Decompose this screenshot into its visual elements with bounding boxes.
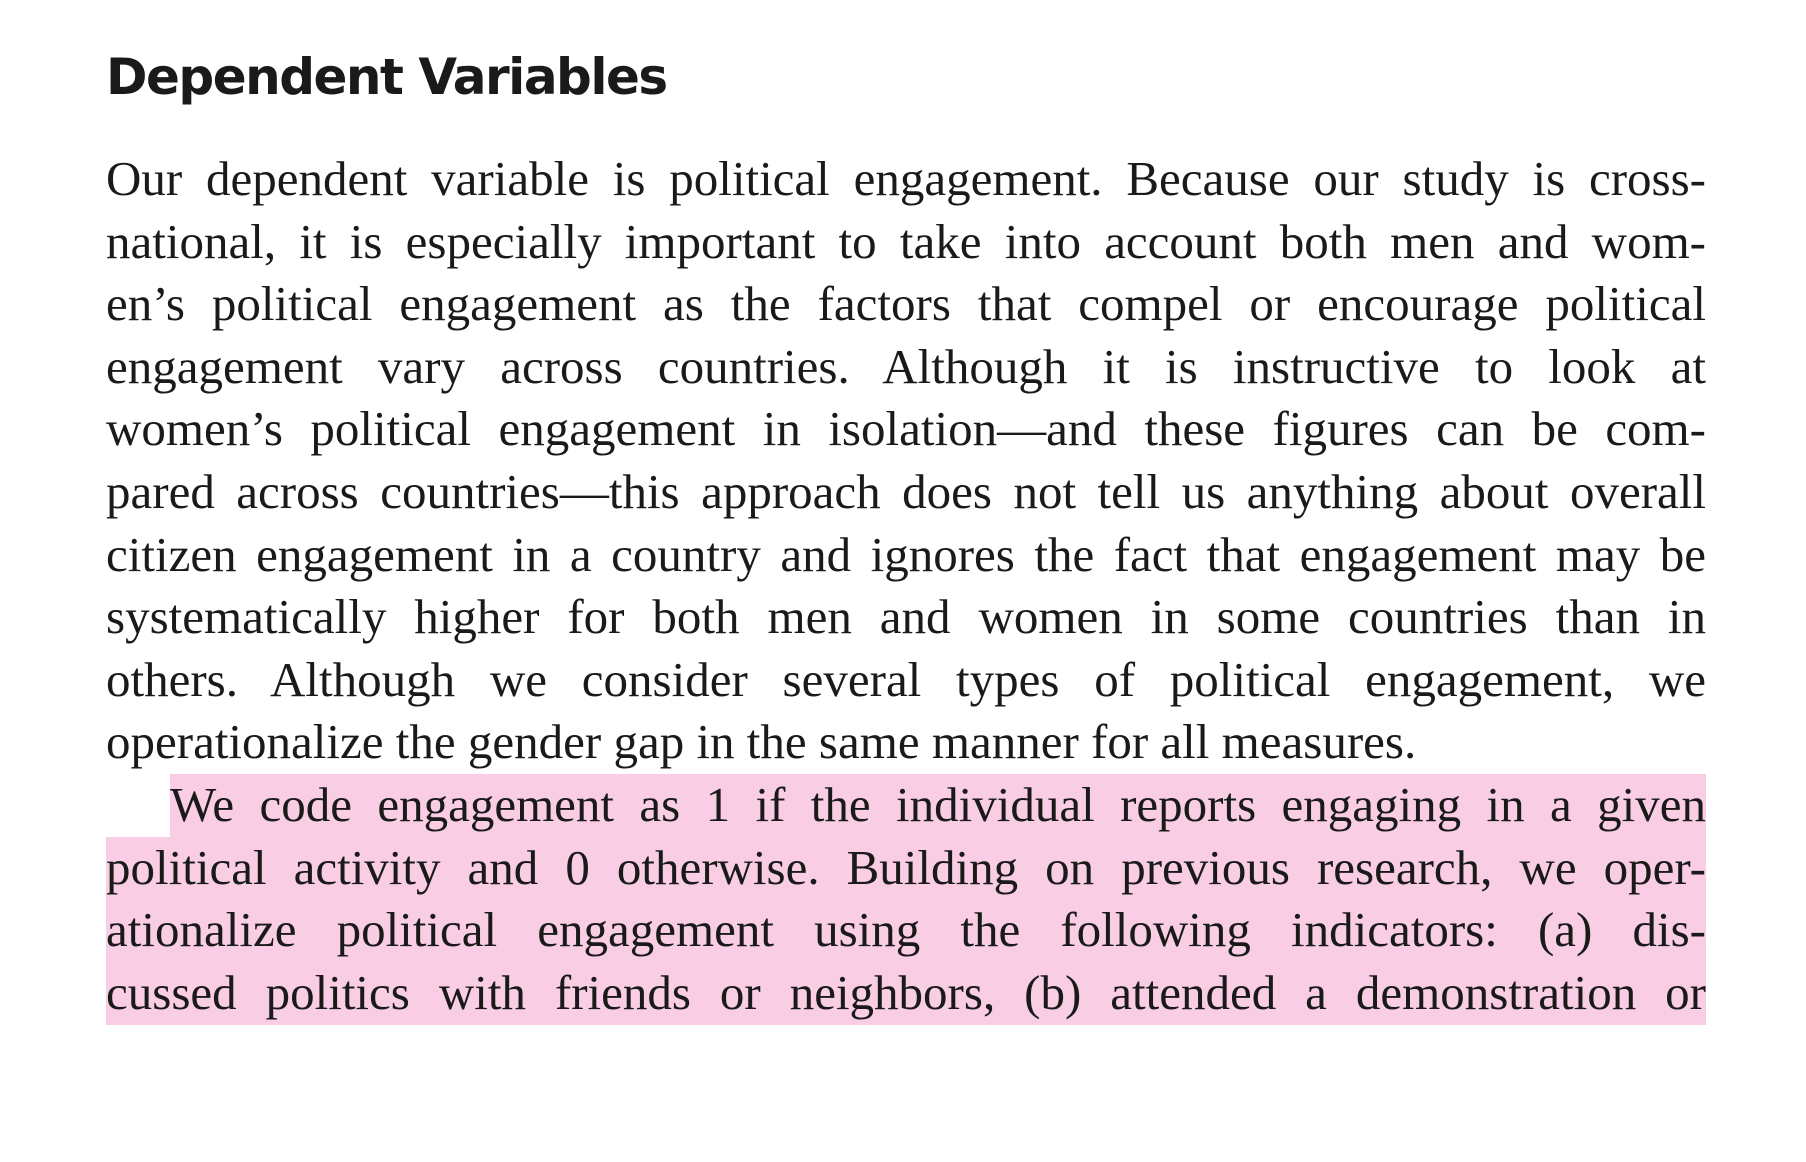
text-line: systematically higher for both men and w… xyxy=(106,589,1706,644)
text-line: Our dependent variable is political enga… xyxy=(106,151,1706,206)
highlighted-text-line[interactable]: We code engagement as 1 if the individua… xyxy=(170,774,1706,837)
text-line: engagement vary across countries. Althou… xyxy=(106,339,1706,394)
text-line: citizen engagement in a country and igno… xyxy=(106,527,1706,582)
text-line: en’s political engagement as the factors… xyxy=(106,276,1706,331)
highlighted-text-line[interactable]: cussed politics with friends or neighbor… xyxy=(106,962,1706,1025)
text-line: women’s political engagement in isolatio… xyxy=(106,401,1706,456)
text-line: others. Although we consider several typ… xyxy=(106,652,1706,707)
highlighted-text-line[interactable]: political activity and 0 otherwise. Buil… xyxy=(106,837,1706,900)
text-line: national, it is especially important to … xyxy=(106,214,1706,269)
text-line: operationalize the gender gap in the sam… xyxy=(106,714,1417,769)
section-heading: Dependent Variables xyxy=(106,48,668,106)
highlighted-text-line[interactable]: ationalize political engagement using th… xyxy=(106,899,1706,962)
text-line: pared across countries—this approach doe… xyxy=(106,464,1706,519)
